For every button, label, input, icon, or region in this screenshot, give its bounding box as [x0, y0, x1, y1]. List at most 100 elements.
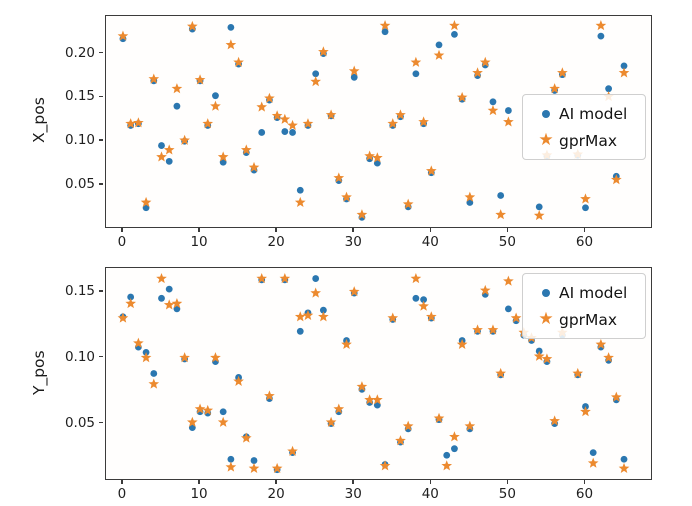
ai-model-point [319, 306, 327, 314]
y-tick-label: 0.05 [64, 414, 95, 431]
y-tick-mark [99, 421, 104, 424]
gprmax-point [410, 272, 422, 284]
gprmax-point [264, 92, 275, 103]
gprmax-point [163, 299, 175, 310]
gprmax-point [510, 312, 522, 323]
gprmax-point [603, 352, 614, 363]
x-tick-label: 40 [421, 486, 439, 502]
y-tick-label: 0.15 [64, 88, 95, 105]
gprmax-point [356, 381, 368, 392]
ai-model-point [219, 408, 227, 416]
gprmax-point [580, 193, 591, 204]
gprmax-point [225, 461, 237, 472]
gprmax-point [202, 118, 214, 129]
ai-model-point [535, 203, 543, 211]
legend-label-gprmax: gprMax [559, 131, 618, 150]
gprmax-point [256, 272, 268, 284]
ai-model-point [373, 159, 381, 167]
x-tick-label: 60 [575, 234, 594, 250]
gprmax-point [595, 20, 607, 31]
ai-model-point [373, 401, 381, 409]
ai-model-point [435, 41, 443, 49]
ypos-plot-area: AI model ★ gprMax [105, 267, 652, 480]
gprmax-point [503, 116, 514, 127]
ypos-subplot: Y_pos AI model ★ gprMax 0 10 20 30 40 50 60 0.0… [0, 252, 692, 505]
y-tick-mark [99, 183, 104, 185]
gprmax-point [479, 284, 491, 295]
gprmax-star-icon: ★ [538, 309, 554, 329]
gprmax-point [302, 309, 314, 321]
gprmax-point [479, 56, 491, 67]
gprmax-point [194, 403, 206, 414]
ai-model-point [451, 445, 458, 453]
x-tick-label: 30 [344, 486, 362, 502]
y-tick-label: 0.10 [64, 348, 95, 365]
gprmax-point [395, 109, 406, 120]
ai-model-point [227, 455, 235, 463]
gprmax-point [156, 272, 167, 284]
gprmax-point [410, 56, 422, 67]
gprmax-point [395, 435, 406, 446]
gprmax-point [248, 462, 260, 473]
y-tick-mark [99, 139, 104, 141]
y-tick-mark [99, 95, 104, 98]
gprmax-point [279, 272, 291, 284]
ai-model-point [173, 305, 181, 313]
x-tick-label: 20 [267, 486, 285, 502]
x-tick-mark [198, 479, 200, 484]
gprmax-point [464, 420, 476, 431]
gprmax-point [217, 416, 229, 427]
ai-model-point [350, 73, 358, 81]
ai-model-dot-icon [533, 288, 559, 297]
x-tick-label: 40 [421, 234, 439, 250]
gprmax-point [618, 67, 630, 78]
ai-model-point [312, 70, 320, 78]
gprmax-point [356, 209, 368, 220]
y-tick-label: 0.05 [64, 175, 95, 192]
gprmax-point [240, 144, 252, 155]
gprmax-point [549, 415, 560, 426]
gprmax-point [310, 287, 321, 298]
gprmax-point [225, 39, 237, 50]
gprmax-point [533, 210, 545, 221]
gprmax-point [418, 300, 429, 311]
ai-model-point [605, 85, 612, 93]
gprmax-point [402, 198, 414, 209]
gprmax-point [495, 367, 507, 379]
gprmax-point [271, 462, 283, 473]
ai-model-point [289, 129, 296, 136]
gprmax-point [425, 311, 437, 322]
ai-model-point [443, 451, 451, 459]
gprmax-point [125, 298, 136, 309]
ai-model-point [489, 98, 497, 106]
x-tick-label: 30 [344, 234, 362, 250]
gprmax-point [187, 416, 198, 427]
ai-model-point [451, 30, 458, 38]
ai-model-point [150, 370, 158, 377]
xpos-axis-label: X_pos [30, 97, 48, 144]
ai-model-point [504, 305, 512, 313]
gprmax-point [179, 352, 190, 363]
x-tick-label: 0 [117, 234, 127, 250]
gprmax-point [156, 151, 167, 162]
gprmax-point [341, 191, 352, 202]
ai-model-point [312, 275, 320, 282]
gprmax-point [171, 298, 183, 309]
gprmax-point [587, 457, 599, 468]
gprmax-point [287, 445, 298, 456]
gprmax-point [433, 49, 445, 60]
gprmax-point [387, 312, 399, 323]
gprmax-point [333, 403, 345, 414]
x-tick-label: 10 [190, 234, 208, 250]
x-tick-mark [506, 479, 509, 484]
gprmax-point [541, 353, 553, 364]
ai-model-point [420, 296, 427, 304]
gprmax-point [171, 83, 183, 94]
ai-model-point [212, 92, 219, 100]
gprmax-point [202, 404, 214, 415]
gprmax-point [610, 391, 622, 402]
gprmax-point [294, 196, 306, 208]
gprmax-point [487, 104, 499, 116]
ai-model-point [165, 157, 173, 165]
